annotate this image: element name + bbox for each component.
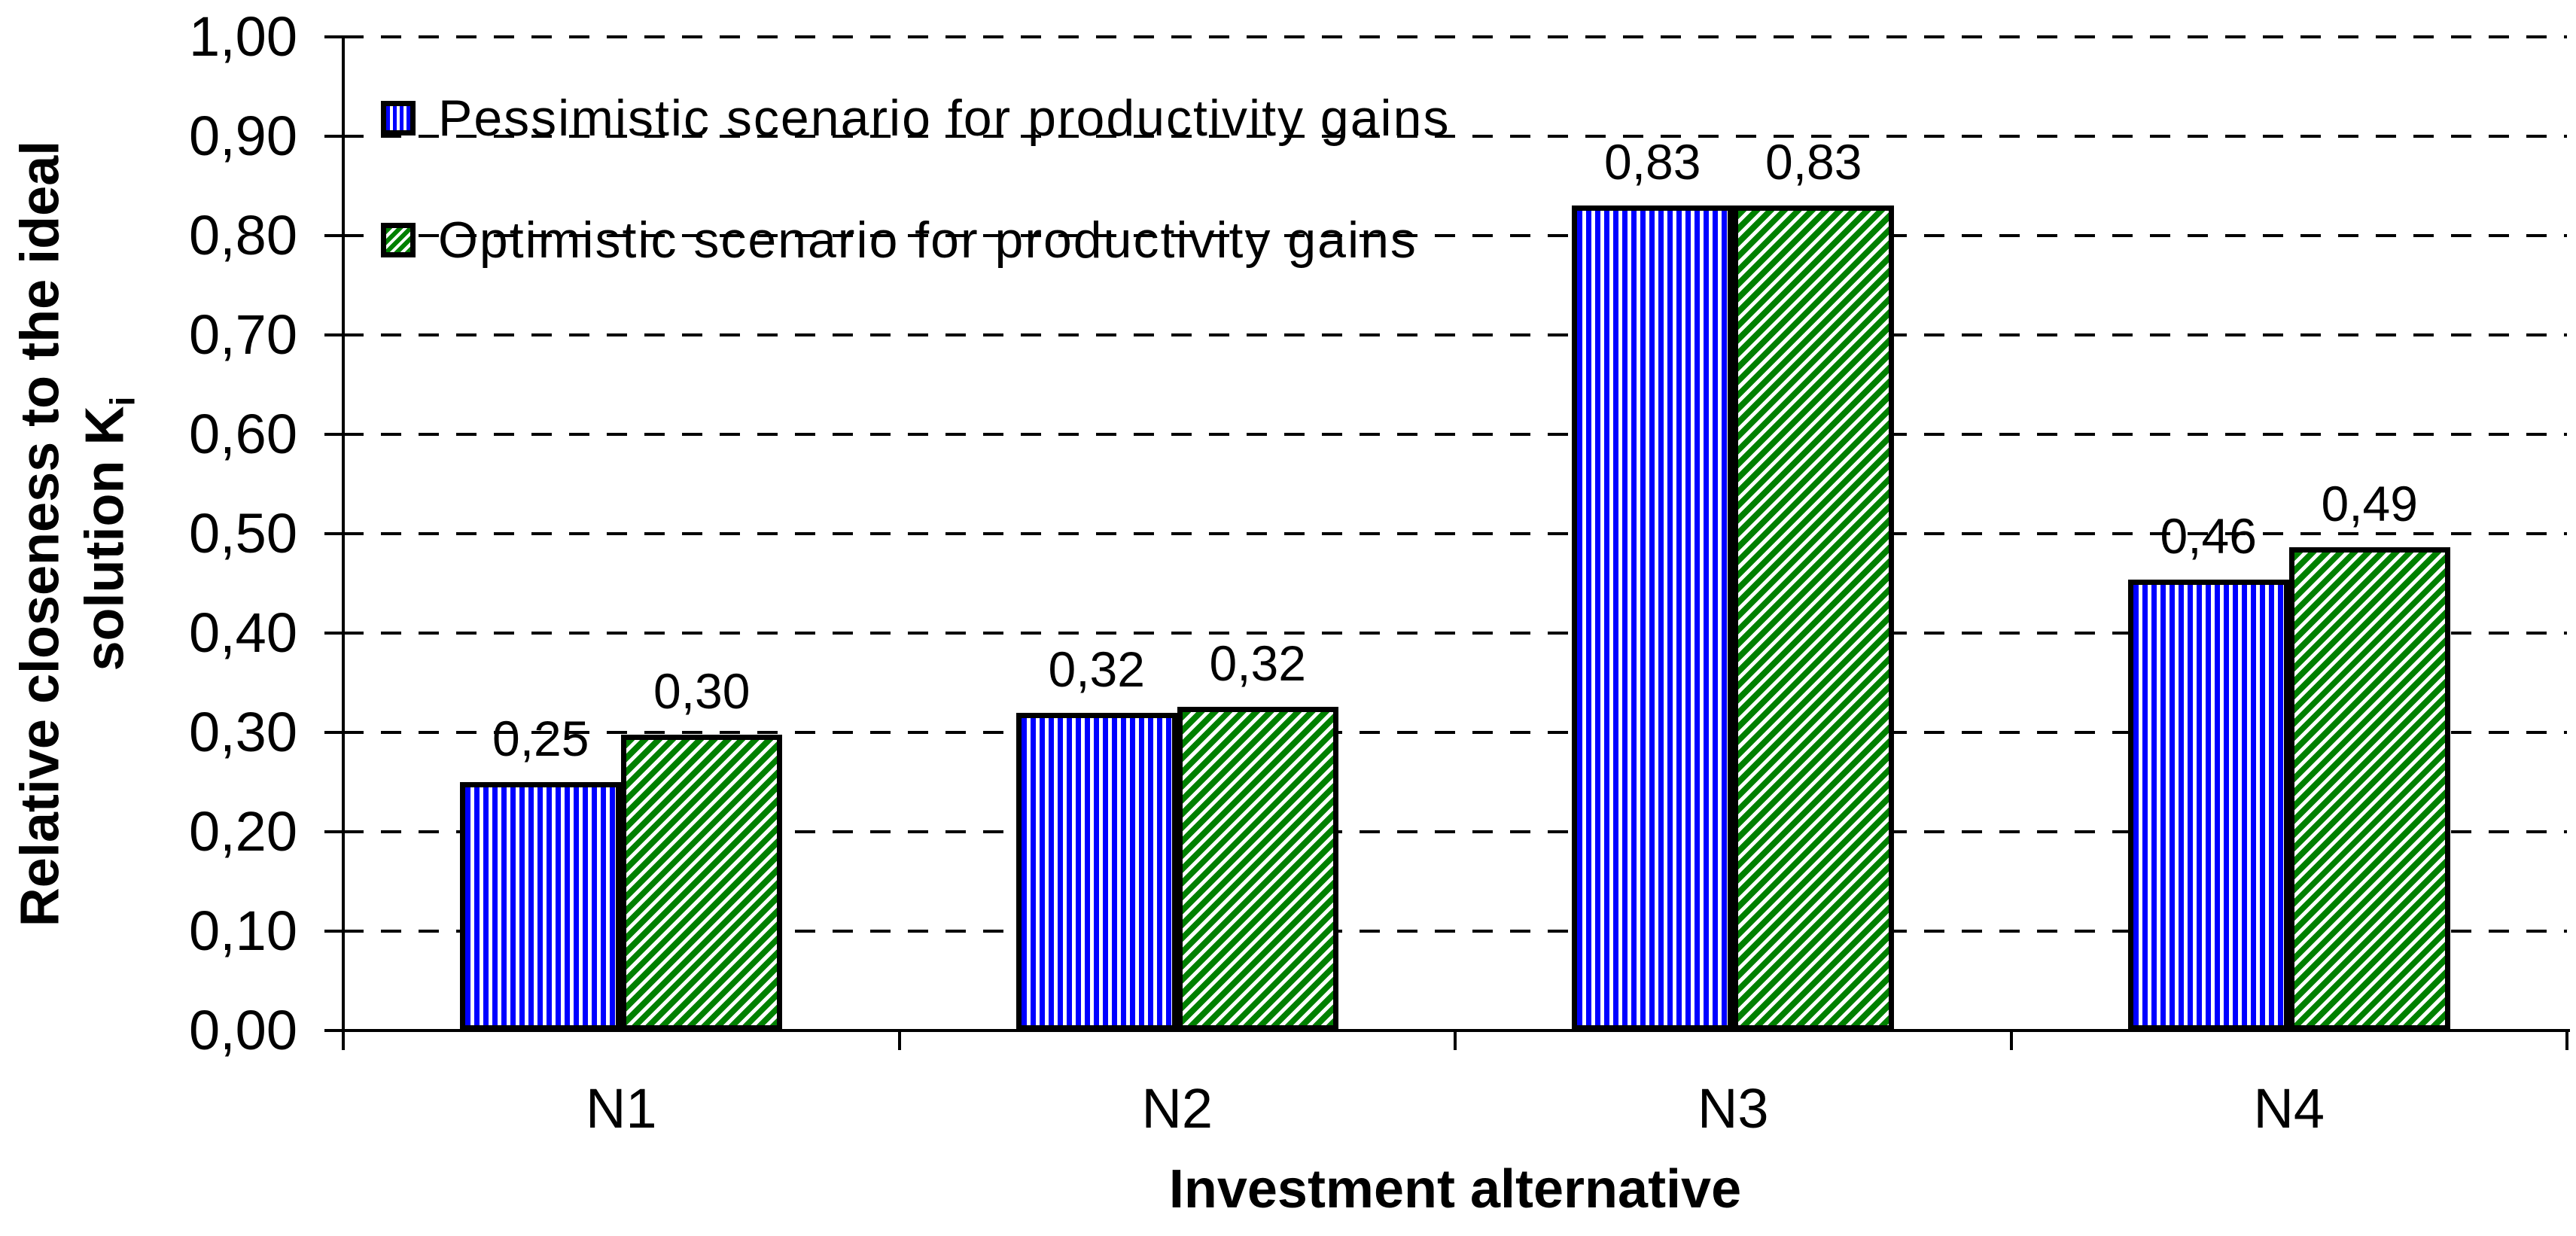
y-tick-mark [324,333,361,336]
y-tick-label: 0,80 [188,204,297,266]
bar-N2-optimistic [1177,707,1338,1031]
y-tick-label: 0,00 [188,999,297,1061]
x-tick-mark [2009,1031,2013,1050]
x-category-label: N1 [585,1077,657,1140]
gridline [343,433,2567,436]
bar-value-label: 0,25 [492,711,589,766]
bar-value-label: 0,32 [1209,635,1306,691]
legend-item-optimistic: Optimistic scenario for productivity gai… [381,211,1417,269]
y-tick-label: 0,60 [188,403,297,465]
x-category-label: N3 [1697,1077,1769,1140]
y-tick-label: 0,20 [188,800,297,863]
y-tick-mark [324,234,361,237]
legend-label: Pessimistic scenario for productivity ga… [438,90,1451,147]
gridline [343,632,2567,635]
gridline [343,35,2567,38]
x-tick-mark [1454,1031,1457,1050]
y-tick-mark [324,830,361,833]
bar-value-label: 0,49 [2321,476,2418,531]
x-axis-title: Investment alternative [1168,1159,1742,1219]
bar-value-label: 0,30 [653,663,751,719]
y-tick-label: 0,50 [188,502,297,565]
bar-N3-optimistic [1733,205,1895,1031]
y-tick-mark [324,731,361,734]
bar-N1-pessimistic [460,782,622,1031]
bar-N2-pessimistic [1015,713,1177,1031]
y-tick-label: 0,30 [188,701,297,763]
y-tick-mark [324,135,361,138]
bar-value-label: 0,83 [1765,134,1862,190]
plot-area: 0,25 0,32 0,83 0,46 0,30 0,32 0,83 0,49 [324,35,2568,1050]
y-tick-mark [324,930,361,933]
y-tick-mark [324,632,361,635]
legend-label: Optimistic scenario for productivity gai… [438,212,1417,269]
bar-N4-pessimistic [2127,580,2289,1031]
gridline [343,333,2567,336]
x-category-label: N2 [1141,1077,1213,1140]
gridline [343,930,2567,933]
x-category-label: N4 [2253,1077,2325,1140]
y-tick-mark [324,35,361,38]
x-tick-mark [2565,1031,2568,1050]
legend-swatch-blue-vertical-stripes-icon [381,101,416,135]
gridline [343,532,2567,535]
x-tick-mark [342,1031,345,1050]
bar-value-label: 0,32 [1048,641,1145,697]
legend-swatch-green-diagonal-stripes-icon [381,223,416,257]
gridline [343,234,2567,237]
bar-N1-optimistic [621,735,783,1031]
y-tick-mark [324,433,361,436]
bar-N4-optimistic [2288,547,2450,1031]
y-tick-label: 0,90 [188,105,297,167]
y-tick-label: 1,00 [188,5,297,68]
y-tick-label: 0,40 [188,601,297,664]
y-tick-label: 0,70 [188,303,297,366]
bar-N3-pessimistic [1572,205,1734,1031]
y-tick-label: 0,10 [188,900,297,962]
y-axis-title-line1: Relative closeness to the ideal [10,140,71,927]
y-tick-mark [324,532,361,535]
gridline [343,830,2567,833]
gridline [343,731,2567,734]
bar-value-label: 0,83 [1604,134,1701,190]
gridline [343,135,2567,138]
x-tick-mark [897,1031,901,1050]
legend-item-pessimistic: Pessimistic scenario for productivity ga… [381,89,1450,148]
bar-value-label: 0,46 [2160,508,2257,564]
